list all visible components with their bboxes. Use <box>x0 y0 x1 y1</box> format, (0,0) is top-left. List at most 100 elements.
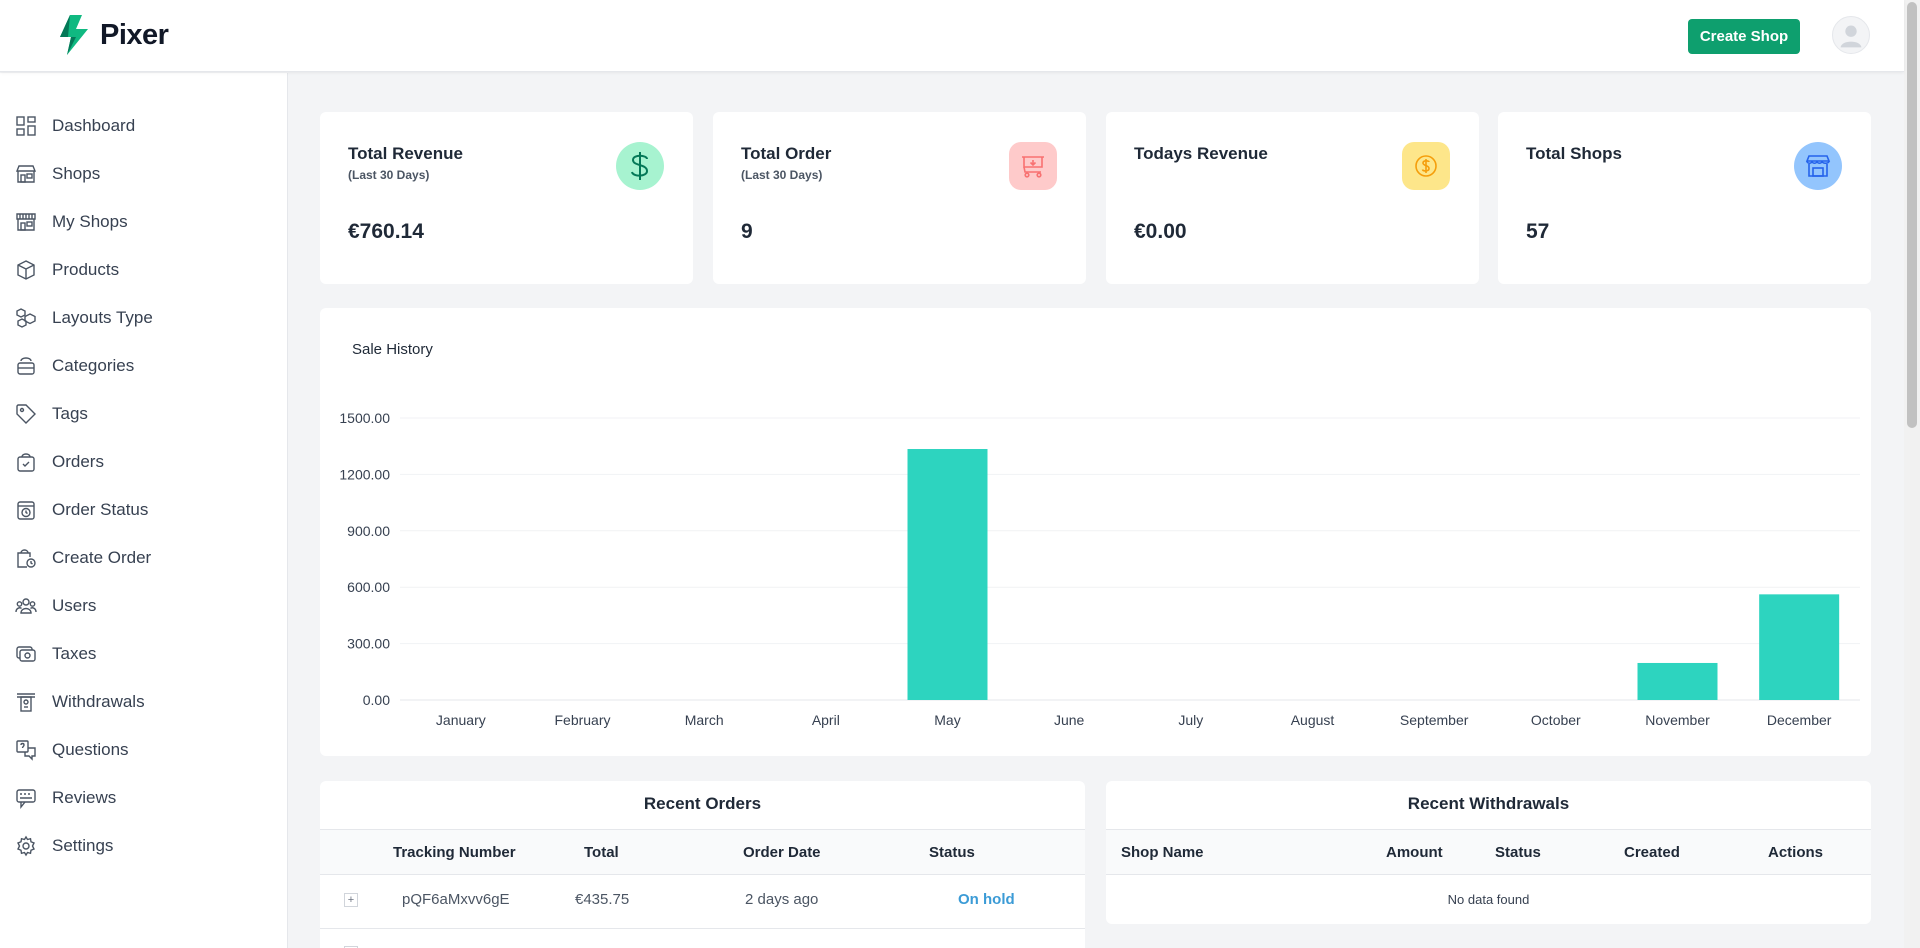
lightning-logo-icon <box>60 15 88 55</box>
dollar-icon <box>616 142 664 190</box>
user-avatar-icon <box>1840 25 1862 48</box>
x-tick-label: December <box>1767 712 1832 728</box>
stat-card-total-revenue: Total Revenue (Last 30 Days) €760.14 <box>320 112 693 284</box>
top-header: Pixer Create Shop <box>0 0 1904 72</box>
recent-withdrawals-header: Shop Name Amount Status Created Actions <box>1106 829 1871 875</box>
column-header-created: Created <box>1624 844 1680 861</box>
x-tick-label: September <box>1400 712 1469 728</box>
y-tick-label: 300.00 <box>347 636 390 652</box>
x-tick-label: November <box>1645 712 1710 728</box>
sidebar-item-my-shops[interactable]: My Shops <box>15 207 128 237</box>
sidebar-item-label: My Shops <box>52 212 128 231</box>
layouts-icon <box>15 307 37 329</box>
empty-state-text: No data found <box>1447 892 1530 907</box>
y-tick-label: 1500.00 <box>339 410 390 426</box>
sidebar-item-tags[interactable]: Tags <box>15 399 88 429</box>
x-tick-label: October <box>1531 712 1581 728</box>
sale-history-card: Sale History 0.00 300.00 600.00 900.00 1200.… <box>320 308 1871 756</box>
sidebar-item-withdrawals[interactable]: Withdrawals <box>15 687 145 717</box>
stat-value: 57 <box>1526 220 1550 243</box>
shop-icon <box>1794 142 1842 190</box>
sidebar-item-label: Categories <box>52 356 135 375</box>
sidebar-item-label: Questions <box>52 740 129 759</box>
create-order-icon <box>15 547 37 569</box>
sidebar-item-label: Taxes <box>52 644 97 663</box>
dashboard-icon <box>15 115 37 137</box>
column-header-amount: Amount <box>1386 844 1443 861</box>
avatar[interactable] <box>1832 16 1870 54</box>
x-tick-label: July <box>1178 712 1203 728</box>
column-header-tracking-number: Tracking Number <box>393 844 516 861</box>
chart-bar[interactable] <box>1759 594 1840 700</box>
stat-title: Total Order <box>741 144 832 163</box>
sidebar-item-questions[interactable]: Questions <box>15 735 129 765</box>
sidebar-item-label: Layouts Type <box>52 308 153 327</box>
column-header-total: Total <box>584 844 619 861</box>
chart-bar[interactable] <box>907 449 988 700</box>
sidebar-item-reviews[interactable]: Reviews <box>15 783 116 813</box>
y-tick-label: 0.00 <box>363 692 390 708</box>
stat-value: 9 <box>741 220 753 243</box>
stat-value: €0.00 <box>1134 220 1187 243</box>
sidebar-item-label: Settings <box>52 836 114 855</box>
sidebar-item-users[interactable]: Users <box>15 591 96 621</box>
expand-row-icon[interactable]: + <box>344 893 358 907</box>
sidebar-item-order-status[interactable]: Order Status <box>15 495 148 525</box>
sidebar-item-shops[interactable]: Shops <box>15 159 100 189</box>
sidebar: Dashboard Shops My Shops Products Layout… <box>0 73 288 948</box>
x-tick-label: April <box>812 712 840 728</box>
create-shop-button[interactable]: Create Shop <box>1688 19 1800 54</box>
questions-icon <box>15 739 37 761</box>
x-tick-label: June <box>1054 712 1085 728</box>
stat-card-todays-revenue: Todays Revenue €0.00 <box>1106 112 1479 284</box>
sidebar-item-layouts-type[interactable]: Layouts Type <box>15 303 153 333</box>
sidebar-item-settings[interactable]: Settings <box>15 831 113 861</box>
my-shops-icon <box>15 211 37 233</box>
scrollbar-thumb[interactable] <box>1907 2 1917 428</box>
stat-subtitle: (Last 30 Days) <box>741 168 823 182</box>
sidebar-item-products[interactable]: Products <box>15 255 119 285</box>
recent-withdrawals-title: Recent Withdrawals <box>1407 794 1570 813</box>
row-divider <box>320 928 1085 929</box>
y-tick-label: 600.00 <box>347 579 390 595</box>
page-scrollbar[interactable] <box>1904 0 1920 948</box>
logo-text: Pixer <box>100 18 169 51</box>
categories-icon <box>15 355 37 377</box>
column-header-order-date: Order Date <box>743 844 821 861</box>
recent-orders-header: Tracking Number Total Order Date Status <box>320 829 1085 875</box>
sidebar-item-label: Withdrawals <box>52 692 145 711</box>
sidebar-item-label: Users <box>52 596 97 615</box>
sale-history-chart: 0.00 300.00 600.00 900.00 1200.00 1500.00 Janu… <box>339 410 1860 728</box>
taxes-icon <box>15 643 37 665</box>
stat-title: Total Revenue <box>348 144 463 163</box>
x-tick-label: August <box>1291 712 1335 728</box>
y-tick-label: 1200.00 <box>339 466 390 482</box>
tag-icon <box>15 403 37 425</box>
status-badge: On hold <box>958 891 1015 908</box>
chart-title: Sale History <box>352 341 433 358</box>
x-tick-label: February <box>554 712 610 728</box>
sidebar-item-orders[interactable]: Orders <box>15 447 104 477</box>
order-total: €435.75 <box>575 891 630 908</box>
stat-title: Total Shops <box>1526 144 1623 163</box>
sidebar-item-label: Reviews <box>52 788 117 807</box>
stat-card-total-shops: Total Shops 57 <box>1498 112 1871 284</box>
sidebar-item-label: Orders <box>52 452 104 471</box>
column-header-shop-name: Shop Name <box>1121 844 1204 861</box>
x-tick-label: March <box>685 712 724 728</box>
sidebar-item-dashboard[interactable]: Dashboard <box>15 111 135 141</box>
reviews-icon <box>15 787 37 809</box>
sidebar-item-create-order[interactable]: Create Order <box>15 543 151 573</box>
logo[interactable]: Pixer <box>56 14 169 56</box>
sidebar-item-taxes[interactable]: Taxes <box>15 639 96 669</box>
order-date: 2 days ago <box>745 891 819 908</box>
stat-card-total-order: Total Order (Last 30 Days) 9 <box>713 112 1086 284</box>
order-status-icon <box>15 499 37 521</box>
sidebar-item-label: Shops <box>52 164 101 183</box>
cart-icon <box>1009 142 1057 190</box>
sidebar-item-categories[interactable]: Categories <box>15 351 134 381</box>
store-icon <box>15 163 37 185</box>
sidebar-item-label: Tags <box>52 404 88 423</box>
column-header-actions: Actions <box>1768 844 1824 861</box>
chart-bar[interactable] <box>1637 662 1718 700</box>
